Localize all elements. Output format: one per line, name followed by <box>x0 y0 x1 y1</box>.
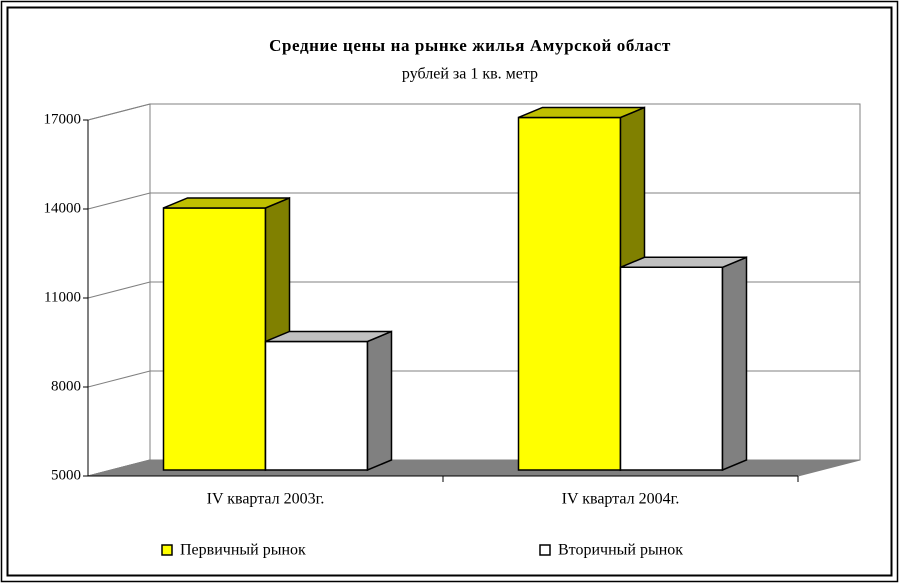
bar <box>619 256 748 472</box>
bar-side <box>721 256 748 472</box>
bar-top <box>163 197 290 209</box>
bar <box>264 330 393 472</box>
legend-swatch <box>539 544 551 556</box>
bar-top <box>620 256 747 269</box>
legend-swatch <box>161 544 173 556</box>
bar-front <box>619 266 724 471</box>
y-tick-label: 11000 <box>44 289 81 305</box>
y-tick-label: 17000 <box>44 111 82 127</box>
bar-top <box>518 106 645 119</box>
chart-subtitle: рублей за 1 кв. метр <box>402 66 538 83</box>
legend-label: Вторичный рынок <box>558 542 683 559</box>
y-tick-label: 14000 <box>44 200 82 216</box>
bar-front <box>517 116 622 471</box>
x-tick-label: IV квартал 2003г. <box>207 491 325 508</box>
bar-front <box>162 207 267 471</box>
y-tick-label: 5000 <box>51 467 81 483</box>
y-tick-label: 8000 <box>51 378 81 394</box>
chart-title: Средние цены на рынке жилья Амурской обл… <box>269 36 671 55</box>
bar-side <box>366 330 393 472</box>
bar-top <box>265 330 392 343</box>
x-tick-label: IV квартал 2004г. <box>562 491 680 508</box>
bar-front <box>264 340 369 471</box>
grid-line <box>87 103 860 121</box>
legend-label: Первичный рынок <box>180 542 306 559</box>
chart-border <box>6 6 893 577</box>
